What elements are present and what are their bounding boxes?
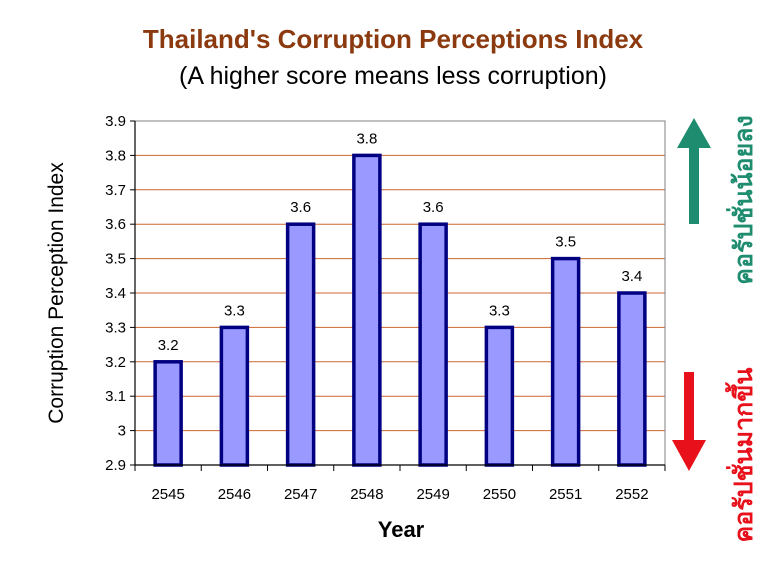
bar-2552 xyxy=(617,291,647,467)
y-tick-label: 3.2 xyxy=(105,354,126,371)
data-label: 3.4 xyxy=(621,268,642,285)
data-label: 3.8 xyxy=(356,130,377,147)
y-tick-label: 3 xyxy=(118,423,126,440)
bar-2547 xyxy=(285,222,316,467)
data-label: 3.6 xyxy=(423,199,444,216)
bar-2549 xyxy=(418,222,448,467)
data-label: 3.6 xyxy=(290,199,311,216)
up-arrow-icon xyxy=(677,118,711,224)
y-tick-label: 3.7 xyxy=(105,182,126,199)
bar-2551 xyxy=(550,256,581,467)
y-tick-label: 3.5 xyxy=(105,251,126,268)
down-arrow-icon xyxy=(672,372,706,471)
y-tick-label: 3.1 xyxy=(105,388,126,405)
bar-2548 xyxy=(352,153,382,467)
x-tick-label: 2551 xyxy=(549,486,582,503)
x-tick-label: 2549 xyxy=(416,486,449,503)
bars xyxy=(153,153,647,467)
x-tick-label: 2546 xyxy=(218,486,251,503)
x-tick-label: 2545 xyxy=(151,486,184,503)
data-labels: 3.2 3.3 3.6 3.8 3.6 3.3 3.5 3.4 xyxy=(158,130,643,353)
gridlines xyxy=(135,154,665,432)
axes xyxy=(130,120,666,471)
data-label: 3.5 xyxy=(555,234,576,251)
x-tick-labels: 2545 2546 2547 2548 2549 2550 2551 2552 xyxy=(151,486,648,503)
chart-subtitle: (A higher score means less corruption) xyxy=(179,62,607,90)
y-tick-label: 3.8 xyxy=(105,147,126,164)
x-tick-label: 2550 xyxy=(483,486,516,503)
x-tick-label: 2552 xyxy=(615,486,648,503)
data-label: 3.2 xyxy=(158,337,179,354)
chart-title: Thailand's Corruption Perceptions Index xyxy=(143,24,644,54)
less-corruption-label: คอรัปชั่นน้อยลง xyxy=(726,115,758,284)
x-tick-label: 2547 xyxy=(284,486,317,503)
y-tick-label: 2.9 xyxy=(105,457,126,474)
x-tick-label: 2548 xyxy=(350,486,383,503)
data-label: 3.3 xyxy=(489,302,510,319)
bar-2545 xyxy=(153,360,183,467)
more-corruption-label: คอรัปชั่นมากขึ้น xyxy=(724,368,758,543)
y-tick-label: 3.3 xyxy=(105,319,126,336)
data-label: 3.3 xyxy=(224,302,245,319)
y-tick-label: 3.6 xyxy=(105,216,126,233)
bar-2550 xyxy=(484,325,515,467)
bar-2546 xyxy=(219,325,250,467)
y-tick-label: 3.4 xyxy=(105,285,126,302)
y-tick-label: 3.9 xyxy=(105,113,126,130)
y-axis-label: Corruption Perception Index xyxy=(45,162,68,424)
y-tick-labels: 2.9 3 3.1 3.2 3.3 3.4 3.5 3.6 3.7 3.8 3.9 xyxy=(105,113,126,474)
x-axis-label: Year xyxy=(378,517,425,542)
